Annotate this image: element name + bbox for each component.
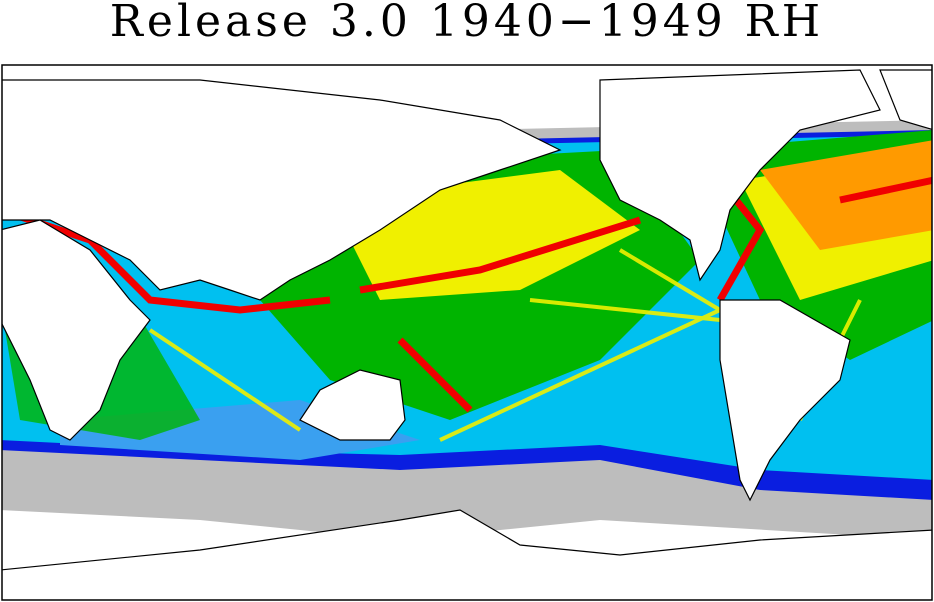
map-title: Release 3.0 1940−1949 RH <box>109 0 825 47</box>
map-frame <box>1 64 933 601</box>
ocean-coverage <box>2 69 932 600</box>
